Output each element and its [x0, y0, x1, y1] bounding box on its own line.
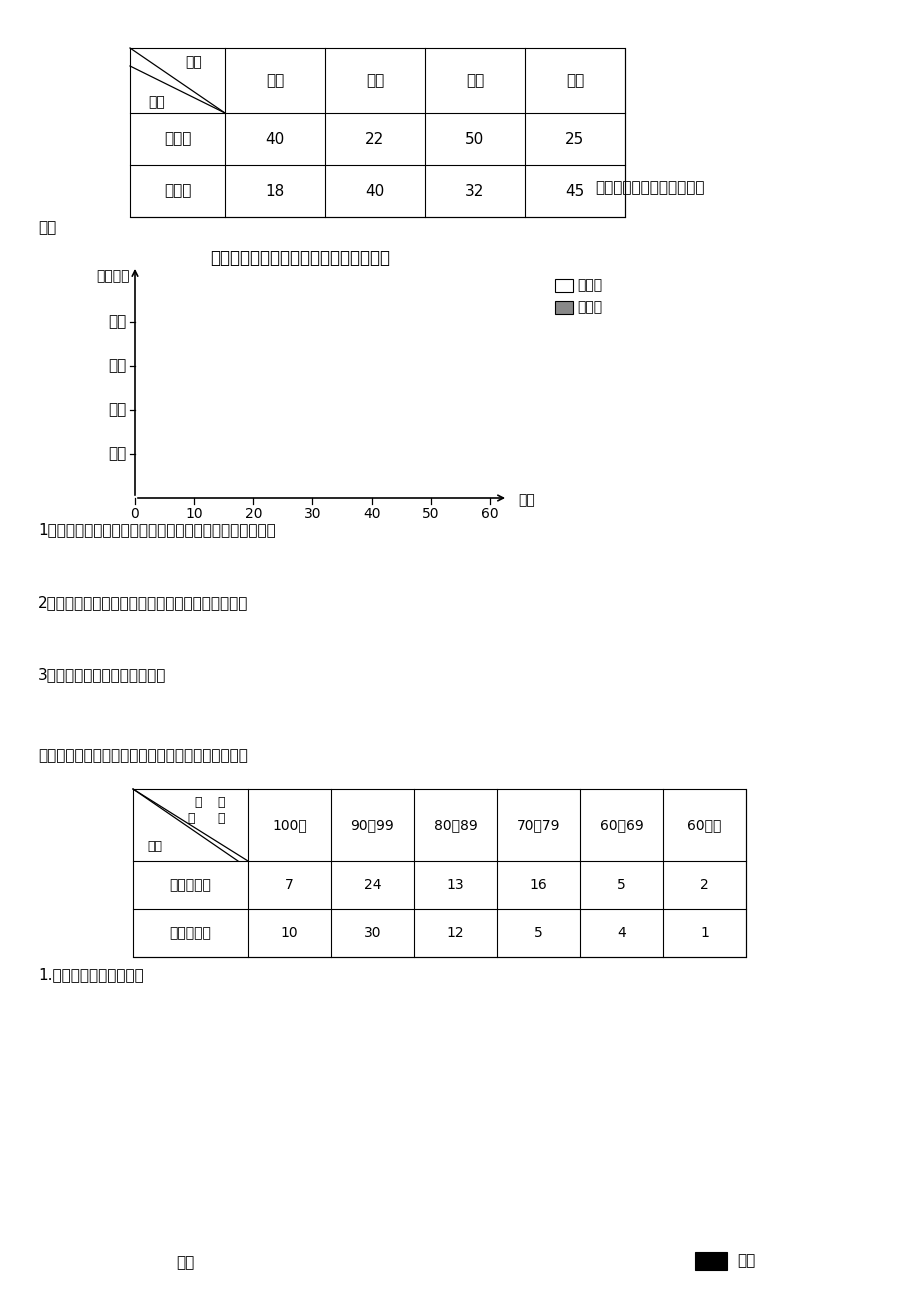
Text: 7: 7: [285, 878, 293, 892]
Text: 一班: 一班: [736, 1254, 754, 1268]
Text: 人数: 人数: [148, 95, 165, 109]
Text: 20: 20: [244, 506, 262, 521]
Text: 中、高年级学生参加兴趣小组情况统计图: 中、高年级学生参加兴趣小组情况统计图: [210, 249, 390, 267]
Text: 书法: 书法: [366, 73, 384, 89]
Text: 70～79: 70～79: [516, 818, 560, 832]
Text: 5: 5: [534, 926, 542, 940]
Text: 45: 45: [565, 184, 584, 198]
Text: 中年级: 中年级: [164, 132, 191, 147]
Text: 四年级一班: 四年级一班: [169, 878, 211, 892]
Text: 50: 50: [422, 506, 439, 521]
Text: 人数: 人数: [176, 1255, 194, 1271]
Text: 电脑: 电脑: [465, 73, 483, 89]
Text: 13: 13: [447, 878, 464, 892]
Text: 人数: 人数: [517, 493, 534, 506]
Text: 2、中年级学生比较喜欢什么兴趣小组？高年级呢？: 2、中年级学生比较喜欢什么兴趣小组？高年级呢？: [38, 595, 248, 611]
Bar: [694, 1253, 726, 1269]
Text: 18: 18: [265, 184, 284, 198]
Text: 90～99: 90～99: [350, 818, 394, 832]
Text: 1、哪个兴趣小组的人数最多？哪个兴趣小组的人数最少？: 1、哪个兴趣小组的人数最多？哪个兴趣小组的人数最少？: [38, 522, 276, 538]
Text: 美术: 美术: [108, 447, 127, 461]
Text: 书法: 书法: [108, 402, 127, 418]
Text: 80～89: 80～89: [433, 818, 477, 832]
Text: 题：: 题：: [38, 220, 56, 236]
Text: 1.根据上表绘制统计图。: 1.根据上表绘制统计图。: [38, 967, 143, 983]
Text: 60: 60: [481, 506, 498, 521]
Text: 数: 数: [187, 812, 195, 825]
Text: 10: 10: [280, 926, 298, 940]
Text: 2: 2: [699, 878, 709, 892]
Text: 中年级: 中年级: [576, 299, 601, 314]
Text: 50: 50: [465, 132, 484, 147]
Text: 25: 25: [565, 132, 584, 147]
Text: 美术: 美术: [266, 73, 284, 89]
Text: 30: 30: [303, 506, 321, 521]
Text: 10: 10: [185, 506, 203, 521]
Text: 高年级: 高年级: [576, 279, 601, 292]
Text: 12: 12: [447, 926, 464, 940]
Text: 成: 成: [217, 797, 224, 810]
Bar: [554, 279, 573, 292]
Text: 科技: 科技: [108, 315, 127, 329]
Bar: [554, 301, 573, 314]
Text: 40: 40: [265, 132, 284, 147]
Text: 高年级: 高年级: [164, 184, 191, 198]
Text: 30: 30: [363, 926, 380, 940]
Text: 40: 40: [362, 506, 380, 521]
Text: 24: 24: [363, 878, 380, 892]
Text: 16: 16: [529, 878, 547, 892]
Text: 1: 1: [699, 926, 709, 940]
Text: 项目: 项目: [185, 55, 202, 69]
Text: 四年级二班: 四年级二班: [169, 926, 211, 940]
Text: 六。下面是某小学四年级学生体育成绩情况统计表。: 六。下面是某小学四年级学生体育成绩情况统计表。: [38, 749, 247, 763]
Text: 人: 人: [194, 797, 201, 810]
Text: 3、你还能提出什么数学问题？: 3、你还能提出什么数学问题？: [38, 668, 166, 682]
Text: 电脑: 电脑: [108, 358, 127, 374]
Text: 绩: 绩: [217, 812, 224, 825]
Text: 兴趣小组: 兴趣小组: [96, 270, 130, 283]
Text: 5: 5: [617, 878, 625, 892]
Text: 完成下面的统计图，并回答: 完成下面的统计图，并回答: [595, 181, 704, 195]
Text: 60～69: 60～69: [599, 818, 642, 832]
Text: 0: 0: [130, 506, 139, 521]
Text: 班级: 班级: [147, 840, 163, 853]
Text: 100分: 100分: [272, 818, 307, 832]
Text: 40: 40: [365, 184, 384, 198]
Text: 4: 4: [617, 926, 625, 940]
Text: 22: 22: [365, 132, 384, 147]
Text: 科技: 科技: [565, 73, 584, 89]
Text: 32: 32: [465, 184, 484, 198]
Text: 60以下: 60以下: [686, 818, 720, 832]
